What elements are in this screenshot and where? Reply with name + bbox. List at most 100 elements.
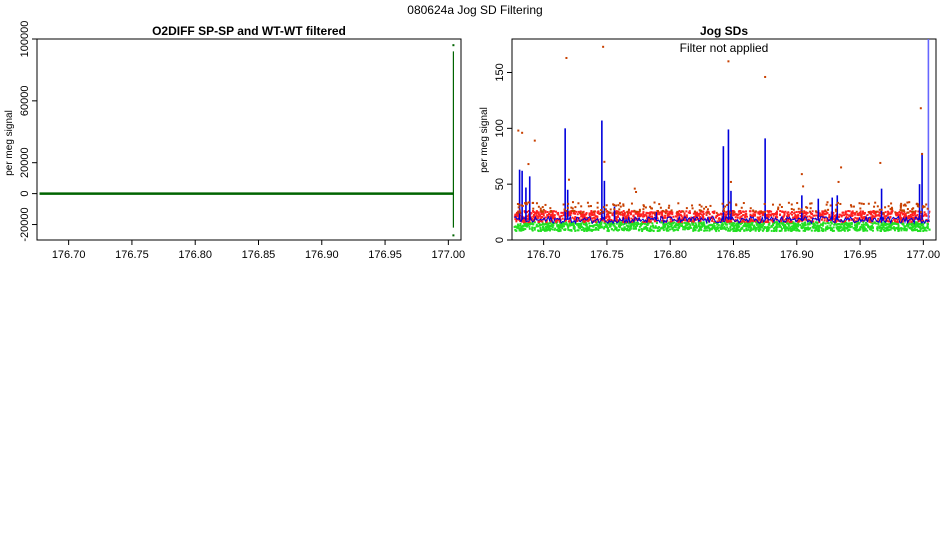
right-series-point (585, 228, 588, 231)
right-series-point (678, 220, 681, 223)
right-series-point (797, 225, 800, 228)
right-series-point (826, 212, 829, 215)
right-outlier-point (706, 211, 709, 214)
right-series-point (789, 212, 792, 215)
right-series-point (775, 215, 778, 218)
right-series-point (883, 215, 886, 218)
right-series-point (683, 221, 686, 224)
right-series-point (778, 225, 781, 228)
right-series-point (894, 213, 897, 216)
right-series-point (910, 227, 913, 230)
right-outlier-point (858, 202, 861, 205)
right-series-point (707, 226, 710, 229)
right-series-point (814, 226, 817, 229)
right-series-point (564, 219, 567, 222)
right-series-point (576, 229, 579, 232)
right-series-point (647, 229, 650, 232)
right-series-point (678, 226, 681, 229)
right-outlier-point (914, 210, 917, 213)
right-series-point (660, 210, 663, 213)
right-series-point (815, 211, 818, 214)
right-series-point (801, 222, 804, 225)
right-series-point (828, 218, 831, 221)
right-series-point (900, 229, 903, 232)
right-series-point (796, 227, 799, 230)
right-series-point (788, 221, 791, 224)
right-series-point (651, 215, 654, 218)
right-series-point (913, 222, 916, 225)
right-series-point (712, 210, 715, 213)
right-series-point (703, 227, 706, 230)
right-series-point (765, 214, 768, 217)
right-series-point (595, 222, 598, 225)
right-series-point (733, 227, 736, 230)
right-series-point (680, 224, 683, 227)
right-outlier-point (860, 202, 863, 205)
right-series-point (807, 218, 810, 221)
right-series-point (634, 225, 637, 228)
right-series-point (646, 223, 649, 226)
right-series-point (548, 222, 551, 225)
right-series-point (728, 220, 731, 223)
right-series-point (637, 229, 640, 232)
right-series-point (698, 228, 701, 231)
right-series-point (795, 229, 798, 232)
right-series-point (712, 212, 715, 215)
right-series-point (554, 219, 557, 222)
right-series-point (626, 217, 629, 220)
right-outlier-point (612, 203, 615, 206)
right-series-point (860, 223, 863, 226)
right-series-point (653, 218, 656, 221)
right-series-point (834, 214, 837, 217)
right-outlier-point (884, 206, 887, 209)
right-series-point (804, 211, 807, 214)
right-series-point (804, 212, 807, 215)
right-series-point (581, 221, 584, 224)
right-series-point (694, 218, 697, 221)
right-series-point (654, 225, 657, 228)
right-series-point (745, 225, 748, 228)
right-series-point (822, 211, 825, 214)
right-series-point (628, 228, 631, 231)
right-series-point (668, 211, 671, 214)
right-series-point (808, 215, 811, 218)
right-series-point (666, 224, 669, 227)
right-outlier-point (541, 206, 544, 209)
right-series-point (745, 227, 748, 230)
right-series-point (845, 215, 848, 218)
right-series-point (608, 216, 611, 219)
right-outlier-point (921, 206, 924, 209)
right-series-point (921, 219, 924, 222)
right-series-point (648, 214, 651, 217)
right-outlier-point (653, 212, 656, 215)
right-series-point (730, 224, 733, 227)
right-series-point (726, 220, 729, 223)
right-outlier-point (700, 209, 703, 212)
right-series-point (693, 216, 696, 219)
right-series-point (520, 225, 523, 228)
right-outlier-point (906, 201, 909, 204)
right-series-point (585, 224, 588, 227)
right-series-point (573, 228, 576, 231)
right-series-point (863, 223, 866, 226)
right-series-point (736, 224, 739, 227)
right-series-point (603, 222, 606, 225)
right-series-point (623, 213, 626, 216)
right-series-point (886, 226, 889, 229)
right-series-point (860, 213, 863, 216)
right-series-point (586, 227, 589, 230)
right-series-point (893, 217, 896, 220)
right-series-point (621, 212, 624, 215)
right-series-point (579, 213, 582, 216)
right-series-point (732, 222, 735, 225)
right-series-point (625, 222, 628, 225)
right-series-point (900, 227, 903, 230)
right-outlier-point (890, 202, 893, 205)
right-series-point (795, 210, 798, 213)
right-outlier-point (656, 210, 659, 213)
right-outlier-point (829, 204, 832, 207)
right-series-point (904, 228, 907, 231)
right-series-point (787, 224, 790, 227)
right-series-point (612, 224, 615, 227)
